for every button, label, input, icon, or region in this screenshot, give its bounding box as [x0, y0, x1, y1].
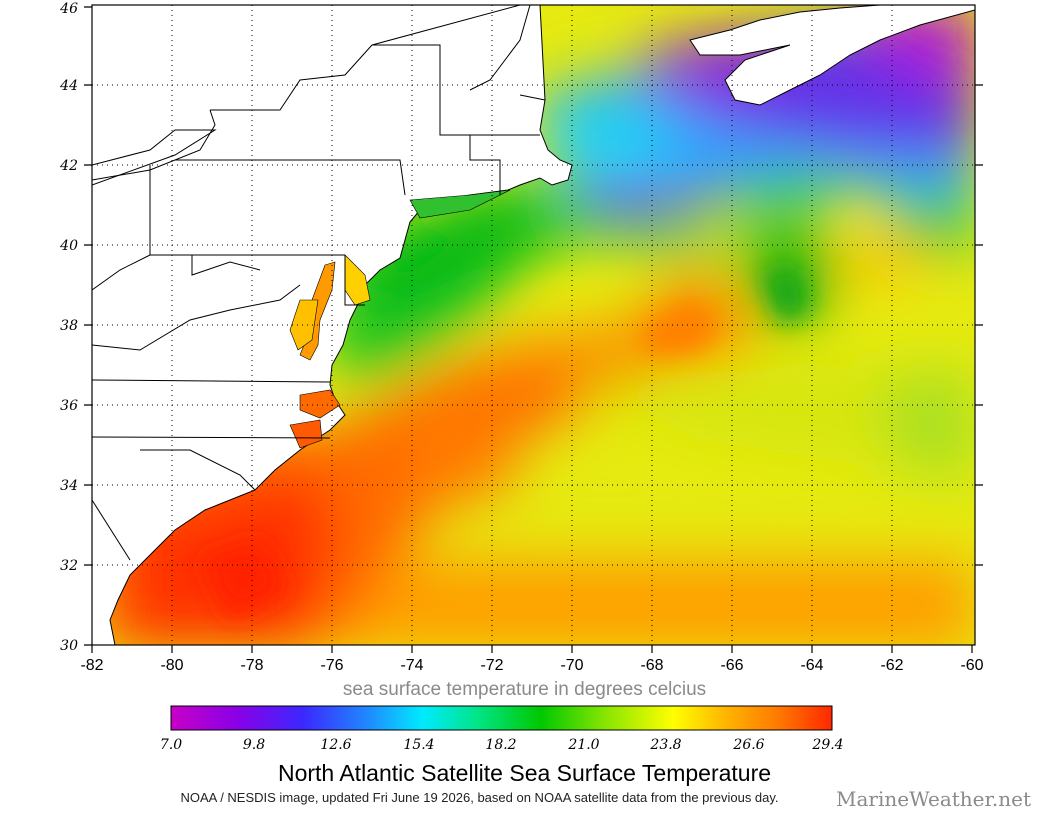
- lon-label-62: -62: [880, 657, 903, 674]
- colorbar-tick: 18.2: [485, 737, 516, 753]
- latitude-labels: 30 32 34 36 38 40 42 44 46: [59, 1, 78, 654]
- lat-label-44: 44: [59, 78, 78, 94]
- coastal-bays: [289, 189, 511, 449]
- colorbar-tick: 29.4: [811, 737, 843, 753]
- map-frame: [84, 4, 983, 653]
- lat-label-46: 46: [59, 1, 78, 17]
- lon-label-72: -72: [480, 657, 503, 674]
- lon-label-82: -82: [80, 657, 103, 674]
- lat-label-30: 30: [60, 638, 78, 654]
- lon-label-80: -80: [160, 657, 183, 674]
- lon-label-64: -64: [800, 657, 823, 674]
- lat-label-32: 32: [60, 558, 78, 574]
- colorbar-ticks: 7.0 9.8 12.6 15.4 18.2 21.0 23.8 26.6 29…: [160, 737, 844, 753]
- colorbar-gradient: [170, 705, 833, 731]
- lon-label-76: -76: [320, 657, 343, 674]
- lat-label-40: 40: [59, 238, 78, 254]
- colorbar-tick: 26.6: [732, 737, 764, 753]
- lat-label-42: 42: [59, 158, 78, 174]
- lat-label-34: 34: [60, 478, 78, 494]
- colorbar-tick: 15.4: [403, 737, 434, 753]
- state-borders: [92, 5, 546, 561]
- credit-line: NOAA / NESDIS image, updated Fri June 19…: [180, 790, 779, 805]
- colorbar: 7.0 9.8 12.6 15.4 18.2 21.0 23.8 26.6 29…: [160, 705, 844, 753]
- lat-label-38: 38: [60, 318, 78, 334]
- colorbar-tick: 21.0: [567, 737, 599, 753]
- lat-label-36: 36: [60, 398, 78, 414]
- page-title: North Atlantic Satellite Sea Surface Tem…: [277, 760, 772, 786]
- colorbar-tick: 12.6: [320, 737, 351, 753]
- colorbar-tick: 7.0: [160, 737, 182, 753]
- brand-logo-text[interactable]: MarineWeather.net: [836, 787, 1031, 811]
- lon-label-70: -70: [560, 657, 583, 674]
- lon-label-60: -60: [960, 657, 983, 674]
- lon-label-66: -66: [720, 657, 743, 674]
- colorbar-caption: sea surface temperature in degrees celci…: [342, 679, 707, 700]
- graticule: [92, 5, 975, 645]
- lon-label-78: -78: [240, 657, 263, 674]
- longitude-labels: -82 -80 -78 -76 -74 -72 -70 -68 -66 -64 …: [80, 657, 983, 674]
- sst-map: 30 32 34 36 38 40 42 44 46 -82 -80 -78 -…: [59, 1, 983, 753]
- lon-label-74: -74: [400, 657, 423, 674]
- colorbar-tick: 9.8: [243, 737, 265, 753]
- colorbar-tick: 23.8: [649, 737, 681, 753]
- lon-label-68: -68: [640, 657, 663, 674]
